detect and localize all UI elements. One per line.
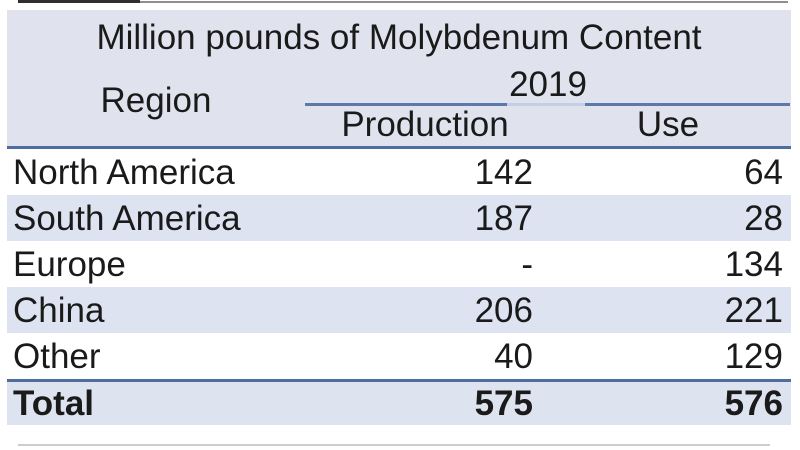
table-row: Other 40 129 <box>7 333 791 379</box>
use-column-header: Use <box>636 105 700 144</box>
row-region-label: North America <box>13 152 235 192</box>
row-production-value: 142 <box>474 152 533 192</box>
row-production-value: - <box>521 244 533 284</box>
table-row: Europe - 134 <box>7 241 791 287</box>
table-title: Million pounds of Molybdenum Content <box>96 18 702 57</box>
year-underline-gap <box>507 103 585 106</box>
row-use-value: 129 <box>724 336 783 376</box>
row-region-label: China <box>13 290 105 330</box>
row-region-label: Other <box>13 336 101 376</box>
row-use-value: 64 <box>744 152 783 192</box>
region-column-header: Region <box>100 80 212 120</box>
row-production-value: 206 <box>474 290 533 330</box>
header-bottom-rule <box>7 146 791 149</box>
year-header-row: 2019 <box>7 65 791 103</box>
total-production-value: 575 <box>474 384 533 423</box>
column-header-row: Production Use <box>7 103 791 146</box>
table-row: North America 142 64 <box>7 149 791 195</box>
total-use-value: 576 <box>724 384 783 423</box>
year-header: 2019 <box>509 64 587 104</box>
top-crop-artifact-dark <box>18 0 140 3</box>
row-use-value: 28 <box>744 198 783 238</box>
table-row: South America 187 28 <box>7 195 791 241</box>
year-underline-left <box>305 103 507 106</box>
molybdenum-table: Million pounds of Molybdenum Content 201… <box>7 10 791 425</box>
total-top-rule <box>7 379 791 382</box>
row-production-value: 40 <box>494 336 533 376</box>
production-column-header: Production <box>341 105 509 144</box>
row-use-value: 221 <box>724 290 783 330</box>
year-underline-right <box>585 103 790 106</box>
total-row: Total 575 576 <box>7 382 791 425</box>
table-row: China 206 221 <box>7 287 791 333</box>
row-region-label: Europe <box>13 244 126 284</box>
bottom-crop-artifact <box>18 444 770 446</box>
top-crop-artifact-gray <box>140 1 788 3</box>
total-label: Total <box>13 384 95 423</box>
table-header: Million pounds of Molybdenum Content 201… <box>7 10 791 146</box>
table-title-row: Million pounds of Molybdenum Content <box>7 10 791 65</box>
row-production-value: 187 <box>474 198 533 238</box>
row-region-label: South America <box>13 198 241 238</box>
row-use-value: 134 <box>724 244 783 284</box>
